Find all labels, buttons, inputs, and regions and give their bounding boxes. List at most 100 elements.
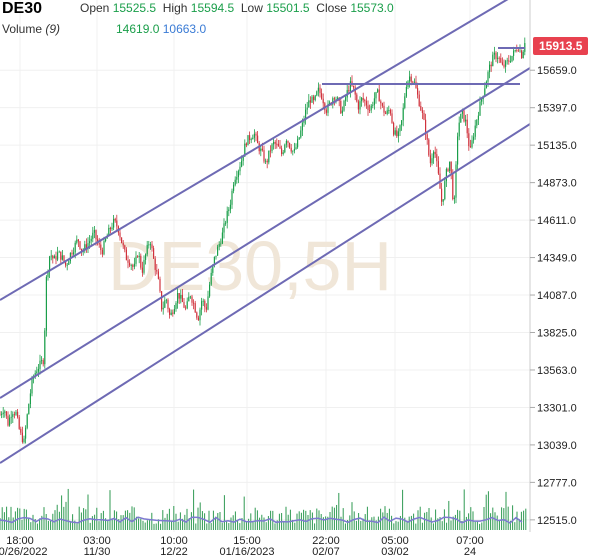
candle-body bbox=[282, 152, 284, 155]
candle-body bbox=[53, 256, 55, 259]
x-tick-time: 07:00 bbox=[456, 535, 484, 547]
candle-body bbox=[100, 244, 102, 251]
candle-body bbox=[292, 150, 294, 152]
candle-body bbox=[420, 106, 422, 111]
ohlc-readout: Open 15525.5 High 15594.5 Low 15501.5 Cl… bbox=[80, 1, 394, 15]
candle-body bbox=[74, 242, 76, 253]
candle-body bbox=[162, 307, 164, 310]
candle-body bbox=[425, 119, 427, 135]
y-tick-label: 13301.0 bbox=[537, 402, 577, 414]
candle-body bbox=[313, 96, 315, 101]
candle-body bbox=[15, 411, 17, 415]
low-label: Low bbox=[240, 1, 263, 15]
candle-body bbox=[58, 251, 60, 253]
candle-body bbox=[396, 130, 398, 137]
candle-body bbox=[441, 188, 443, 202]
trend-lines bbox=[0, 0, 531, 464]
volume-ma-line bbox=[0, 516, 523, 524]
candle-body bbox=[333, 98, 335, 100]
candle-body bbox=[213, 256, 215, 265]
candle-body bbox=[65, 261, 67, 266]
candle-body bbox=[236, 177, 238, 180]
candle-body bbox=[170, 312, 172, 315]
candle-body bbox=[125, 249, 127, 261]
candle-body bbox=[311, 96, 313, 103]
candle-body bbox=[410, 76, 412, 82]
candle-body bbox=[377, 89, 379, 93]
candle-body bbox=[169, 309, 171, 315]
candle-body bbox=[297, 139, 299, 148]
y-tick-label: 15397.0 bbox=[537, 103, 577, 115]
candle-body bbox=[93, 230, 95, 233]
candle-body bbox=[359, 101, 361, 110]
candle-body bbox=[10, 416, 12, 418]
candle-body bbox=[474, 125, 476, 137]
open-value: 15525.5 bbox=[112, 1, 157, 15]
y-tick-label: 13825.0 bbox=[537, 328, 577, 340]
volume-bars bbox=[0, 488, 527, 530]
candle-body bbox=[373, 98, 375, 105]
candle-body bbox=[31, 377, 33, 394]
candle-body bbox=[228, 209, 230, 212]
candle-body bbox=[2, 412, 4, 415]
candle-body bbox=[516, 50, 518, 51]
candle-body bbox=[215, 255, 217, 257]
candle-body bbox=[234, 179, 236, 185]
candle-body bbox=[17, 411, 19, 418]
candle-body bbox=[229, 204, 231, 210]
volume-readout: Volume (9) bbox=[2, 22, 60, 36]
x-tick-date: 02/07 bbox=[312, 546, 340, 558]
candle-body bbox=[114, 218, 116, 221]
y-tick-label: 12515.0 bbox=[537, 515, 577, 527]
candle-body bbox=[489, 64, 491, 73]
candle-body bbox=[242, 156, 244, 161]
candle-body bbox=[461, 110, 463, 114]
candle-body bbox=[18, 417, 20, 429]
candle-body bbox=[418, 94, 420, 107]
candles bbox=[0, 37, 526, 444]
candle-body bbox=[468, 133, 470, 147]
candle-body bbox=[157, 271, 159, 279]
candle-body bbox=[455, 164, 457, 198]
candle-body bbox=[194, 303, 196, 313]
candle-body bbox=[514, 50, 516, 51]
candle-body bbox=[341, 110, 343, 114]
candle-body bbox=[281, 148, 283, 155]
candle-body bbox=[231, 190, 233, 205]
candle-body bbox=[191, 296, 193, 303]
candle-body bbox=[172, 312, 174, 314]
candle-body bbox=[44, 330, 46, 365]
candle-body bbox=[412, 81, 414, 83]
candle-body bbox=[322, 98, 324, 104]
candle-body bbox=[501, 62, 503, 65]
candle-body bbox=[1, 414, 3, 415]
candle-body bbox=[487, 72, 489, 82]
high-value: 15594.5 bbox=[190, 1, 235, 15]
candle-body bbox=[378, 89, 380, 102]
candle-body bbox=[426, 134, 428, 140]
candle-body bbox=[442, 199, 444, 202]
candle-body bbox=[327, 103, 329, 113]
channel-middle-line bbox=[0, 67, 531, 399]
candle-body bbox=[436, 154, 438, 162]
candle-body bbox=[255, 133, 257, 136]
candle-body bbox=[409, 76, 411, 82]
x-tick-date: 10/26/2022 bbox=[0, 546, 48, 558]
candle-body bbox=[108, 227, 110, 236]
candle-body bbox=[372, 104, 374, 106]
candle-body bbox=[244, 143, 246, 157]
candle-body bbox=[84, 244, 86, 251]
candle-body bbox=[159, 278, 161, 292]
candle-body bbox=[370, 105, 372, 111]
candle-body bbox=[223, 223, 225, 233]
candle-body bbox=[306, 107, 308, 110]
candle-body bbox=[492, 54, 494, 67]
candle-body bbox=[509, 61, 511, 63]
candle-body bbox=[185, 307, 187, 309]
close-label: Close bbox=[316, 1, 347, 15]
candle-body bbox=[250, 139, 252, 141]
candle-body bbox=[303, 119, 305, 124]
close-value: 15573.0 bbox=[350, 1, 394, 15]
candle-body bbox=[316, 91, 318, 96]
candle-body bbox=[348, 90, 350, 92]
